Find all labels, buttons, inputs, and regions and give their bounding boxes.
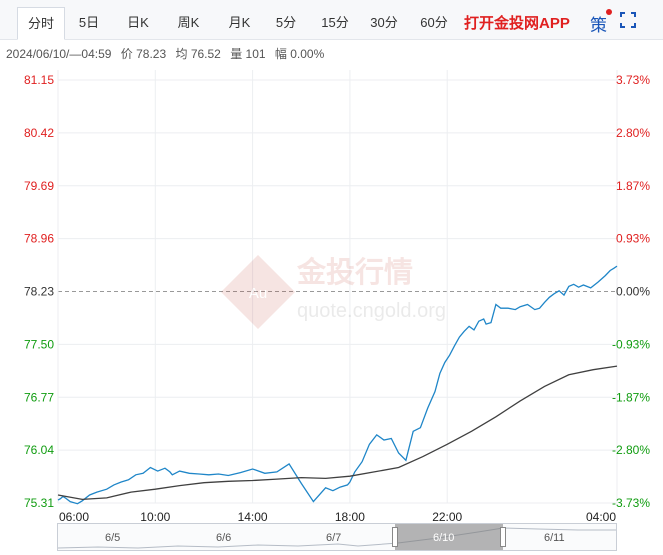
tab-6[interactable]: 5分 bbox=[275, 15, 297, 30]
quote-info-line: 2024/06/10/—04:59 价 78.23 均 76.52 量 101 … bbox=[6, 45, 330, 62]
x-tick-label: 22:00 bbox=[432, 510, 462, 523]
price-line bbox=[57, 265, 618, 505]
fullscreen-icon[interactable] bbox=[620, 12, 636, 28]
info-volume: 量 101 bbox=[230, 47, 266, 61]
y-tick-left: 80.42 bbox=[24, 126, 54, 140]
notification-dot bbox=[606, 9, 612, 15]
watermark-url: quote.cngold.org bbox=[297, 300, 446, 322]
y-tick-left: 76.04 bbox=[24, 443, 54, 457]
watermark-title: 金投行情 bbox=[296, 255, 413, 289]
tab-2[interactable]: 5日 bbox=[78, 15, 100, 30]
intraday-chart[interactable]: Au 金投行情 quote.cngold.org 81.15 80.42 79.69… bbox=[0, 0, 663, 523]
y-tick-right: -2.80% bbox=[612, 443, 650, 457]
x-tick-label: 10:00 bbox=[140, 510, 170, 523]
y-tick-left: 75.31 bbox=[24, 496, 54, 510]
navigator-label: 6/11 bbox=[544, 532, 565, 544]
x-tick-label: 04:00 bbox=[586, 510, 616, 523]
open-app-link[interactable]: 打开金投网APP bbox=[464, 15, 570, 32]
y-tick-right: -0.93% bbox=[612, 337, 650, 351]
y-tick-right: 0.00% bbox=[616, 285, 650, 299]
info-datetime: 2024/06/10/—04:59 bbox=[6, 47, 112, 61]
info-average: 均 76.52 bbox=[175, 47, 221, 61]
y-axis-left: 81.15 80.42 79.69 78.96 78.23 77.50 76.77 76.04… bbox=[24, 73, 54, 510]
navigator-label: 6/6 bbox=[216, 532, 232, 544]
y-tick-left: 77.50 bbox=[24, 337, 54, 351]
y-tick-right: -1.87% bbox=[612, 390, 650, 404]
chart-grid bbox=[57, 70, 618, 504]
x-axis: 06:00 10:00 14:00 18:00 22:00 04:00 bbox=[59, 510, 616, 523]
watermark-logo bbox=[221, 255, 295, 329]
tab-1[interactable]: 分时 bbox=[17, 7, 65, 40]
average-line bbox=[57, 365, 618, 501]
navigator-right-handle[interactable] bbox=[500, 527, 506, 547]
y-tick-right: 2.80% bbox=[616, 126, 650, 140]
y-tick-left: 79.69 bbox=[24, 179, 54, 193]
navigator-label: 6/5 bbox=[105, 532, 121, 544]
x-tick-label: 18:00 bbox=[335, 510, 365, 523]
y-tick-left: 78.96 bbox=[24, 232, 54, 246]
y-tick-right: -3.73% bbox=[612, 496, 650, 510]
navigator-label: 6/10 bbox=[433, 532, 455, 544]
navigator-window[interactable] bbox=[395, 524, 503, 550]
y-tick-left: 81.15 bbox=[24, 73, 54, 87]
period-tab-bar: 分时 5日 日K 周K 月K 5分 15分 30分 60分 打开金投网APP 策 bbox=[0, 0, 663, 40]
tab-8[interactable]: 30分 bbox=[370, 15, 398, 30]
y-tick-right: 3.73% bbox=[616, 73, 650, 87]
y-tick-left: 78.23 bbox=[24, 285, 54, 299]
info-price: 价 78.23 bbox=[120, 47, 167, 61]
x-tick-label: 06:00 bbox=[59, 510, 89, 523]
navigator-sparkline bbox=[58, 527, 616, 549]
tab-4[interactable]: 周K bbox=[177, 15, 200, 30]
time-navigator[interactable]: 6/5 6/6 6/7 6/10 6/11 bbox=[57, 523, 617, 551]
info-change: 幅 0.00% bbox=[274, 47, 325, 61]
tab-9[interactable]: 60分 bbox=[420, 15, 448, 30]
tab-7[interactable]: 15分 bbox=[321, 15, 349, 30]
navigator-left-handle[interactable] bbox=[392, 527, 398, 547]
tab-3[interactable]: 日K bbox=[127, 15, 149, 30]
y-tick-left: 76.77 bbox=[24, 390, 54, 404]
y-tick-right: 1.87% bbox=[616, 179, 650, 193]
y-tick-right: 0.93% bbox=[616, 232, 650, 246]
navigator-label: 6/7 bbox=[326, 532, 342, 544]
tab-5[interactable]: 月K bbox=[228, 15, 251, 30]
y-axis-right: 3.73% 2.80% 1.87% 0.93% 0.00% -0.93% -1.87% -2.… bbox=[612, 73, 650, 510]
watermark: Au 金投行情 quote.cngold.org bbox=[221, 255, 446, 329]
strategy-button[interactable]: 策 bbox=[590, 16, 607, 35]
watermark-logo-text: Au bbox=[249, 285, 267, 302]
x-tick-label: 14:00 bbox=[238, 510, 268, 523]
chart-series bbox=[57, 265, 618, 505]
